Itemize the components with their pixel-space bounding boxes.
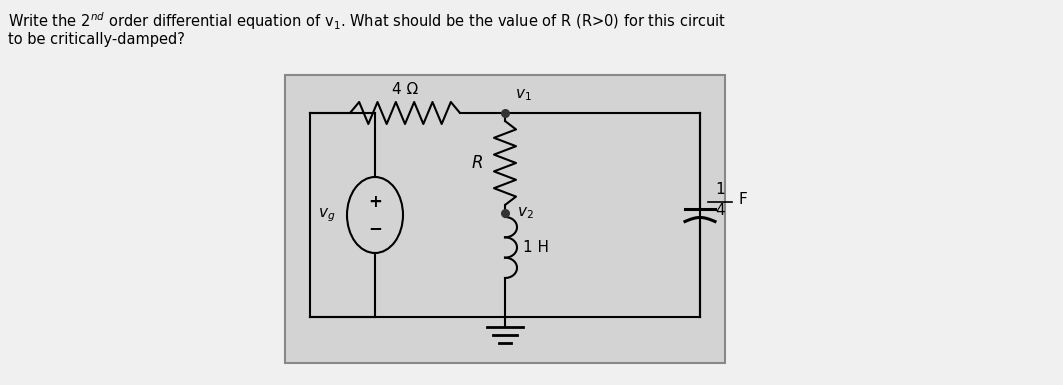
Text: +: +: [368, 193, 382, 211]
Text: 4: 4: [715, 203, 725, 218]
Bar: [285, 75, 725, 363]
Text: F: F: [738, 191, 746, 206]
Text: $v_2$: $v_2$: [517, 205, 534, 221]
Text: $v_1$: $v_1$: [514, 87, 532, 103]
Text: $v_g$: $v_g$: [318, 206, 335, 224]
Text: Write the 2$^{nd}$ order differential equation of v$_1$. What should be the valu: Write the 2$^{nd}$ order differential eq…: [9, 10, 726, 32]
Text: $R$: $R$: [471, 154, 483, 172]
Text: −: −: [368, 219, 382, 237]
Text: 4 Ω: 4 Ω: [392, 82, 418, 97]
Text: 1: 1: [715, 182, 725, 197]
Text: to be critically-damped?: to be critically-damped?: [9, 32, 185, 47]
Text: 1 H: 1 H: [523, 240, 549, 255]
